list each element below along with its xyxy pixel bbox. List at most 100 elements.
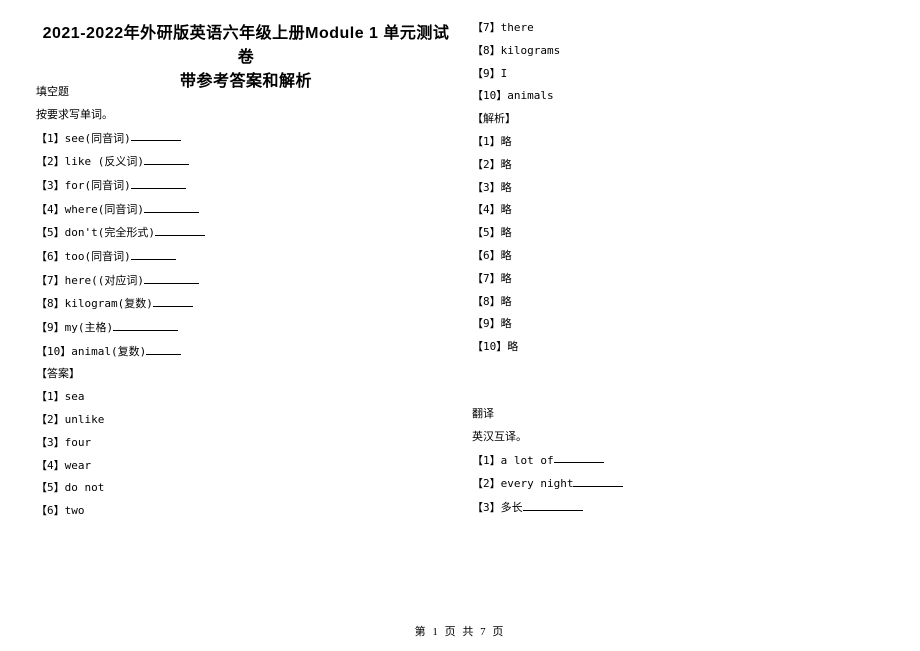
item-number: 【5】 [36,481,65,494]
analysis-item: 【7】略 [472,273,884,284]
answer-item: 【1】sea [36,391,448,402]
item-number: 【2】 [36,413,65,426]
answer-item: 【4】wear [36,460,448,471]
analysis-text: 略 [501,181,512,194]
item-number: 【4】 [36,459,65,472]
answer-item: 【8】kilograms [472,45,884,56]
answer-item: 【9】I [472,68,884,79]
blank [131,179,186,189]
answer-text: four [65,436,92,449]
page-footer: 第 1 页 共 7 页 [0,623,920,639]
title-line-2: 带参考答案和解析 [180,73,312,90]
section2-label: 翻译 [472,408,884,419]
answer-item: 【10】animals [472,90,884,101]
item-number: 【8】 [472,44,501,57]
blank [144,155,189,165]
analysis-item: 【10】略 [472,341,884,352]
analysis-item: 【6】略 [472,250,884,261]
analysis-text: 略 [501,249,512,262]
question-item: 【3】多长 [472,501,884,513]
item-number: 【6】 [36,250,65,263]
item-number: 【6】 [36,504,65,517]
item-number: 【7】 [472,21,501,34]
analysis-text: 略 [501,226,512,239]
answer-text: unlike [65,413,105,426]
item-text: see(同音词) [65,131,131,144]
answer-item: 【7】there [472,22,884,33]
item-number: 【3】 [36,436,65,449]
title-line-1: 2021-2022年外研版英语六年级上册Module 1 单元测试卷 [43,25,450,66]
item-number: 【10】 [472,340,507,353]
item-text: my(主格) [65,321,114,334]
item-number: 【9】 [36,321,65,334]
item-text: too(同音词) [65,250,131,263]
item-number: 【5】 [36,226,65,239]
question-item: 【10】animal(复数) [36,345,448,357]
spacer [472,364,884,386]
item-number: 【4】 [472,203,501,216]
item-text: where(同音词) [65,203,144,216]
answer-text: two [65,504,85,517]
analysis-text: 略 [501,317,512,330]
question-item: 【2】like (反义词) [36,155,448,167]
item-number: 【3】 [472,501,501,514]
item-text: 多长 [501,501,523,514]
instruction: 按要求写单词。 [36,109,448,120]
analysis-item: 【8】略 [472,296,884,307]
item-number: 【5】 [472,226,501,239]
item-number: 【1】 [472,135,501,148]
spacer [472,386,884,408]
question-item: 【8】kilogram(复数) [36,297,448,309]
blank [131,132,181,142]
item-number: 【9】 [472,67,501,80]
blank [554,454,604,464]
item-number: 【1】 [472,453,501,466]
analysis-item: 【1】略 [472,136,884,147]
question-item: 【4】where(同音词) [36,203,448,215]
analysis-text: 略 [507,340,518,353]
question-item: 【7】here((对应词) [36,274,448,286]
answer-text: wear [65,459,92,472]
footer-text: 第 1 页 共 7 页 [415,626,506,638]
analysis-item: 【2】略 [472,159,884,170]
blank [153,297,193,307]
item-number: 【4】 [36,203,65,216]
blank [146,345,181,355]
item-number: 【3】 [36,179,65,192]
item-number: 【6】 [472,249,501,262]
item-number: 【2】 [472,477,501,490]
analysis-item: 【5】略 [472,227,884,238]
blank [144,274,199,284]
analysis-item: 【4】略 [472,204,884,215]
analysis-text: 略 [501,158,512,171]
item-text: here((对应词) [65,274,144,287]
page-title: 2021-2022年外研版英语六年级上册Module 1 单元测试卷 带参考答案… [36,22,456,94]
item-number: 【10】 [472,89,507,102]
answer-item: 【3】four [36,437,448,448]
answer-item: 【5】do not [36,482,448,493]
item-number: 【3】 [472,181,501,194]
item-text: every night [501,477,574,490]
blank [113,321,178,331]
document-page: 2021-2022年外研版英语六年级上册Module 1 单元测试卷 带参考答案… [0,0,920,651]
item-text: a lot of [501,453,554,466]
answer-text: I [501,67,508,80]
blank [523,501,583,511]
section2-instruction: 英汉互译。 [472,431,884,442]
item-number: 【2】 [36,155,65,168]
item-number: 【1】 [36,390,65,403]
item-number: 【8】 [472,295,501,308]
question-item: 【1】a lot of [472,454,884,466]
item-text: don't(完全形式) [65,226,155,239]
answer-text: animals [507,89,553,102]
analysis-item: 【9】略 [472,318,884,329]
item-text: for(同音词) [65,179,131,192]
answer-item: 【6】two [36,505,448,516]
question-item: 【3】for(同音词) [36,179,448,191]
item-text: animal(复数) [71,345,146,358]
item-text: like (反义词) [65,155,144,168]
header: 2021-2022年外研版英语六年级上册Module 1 单元测试卷 带参考答案… [36,22,456,104]
answer-text: sea [65,390,85,403]
answer-text: do not [65,481,105,494]
item-number: 【2】 [472,158,501,171]
